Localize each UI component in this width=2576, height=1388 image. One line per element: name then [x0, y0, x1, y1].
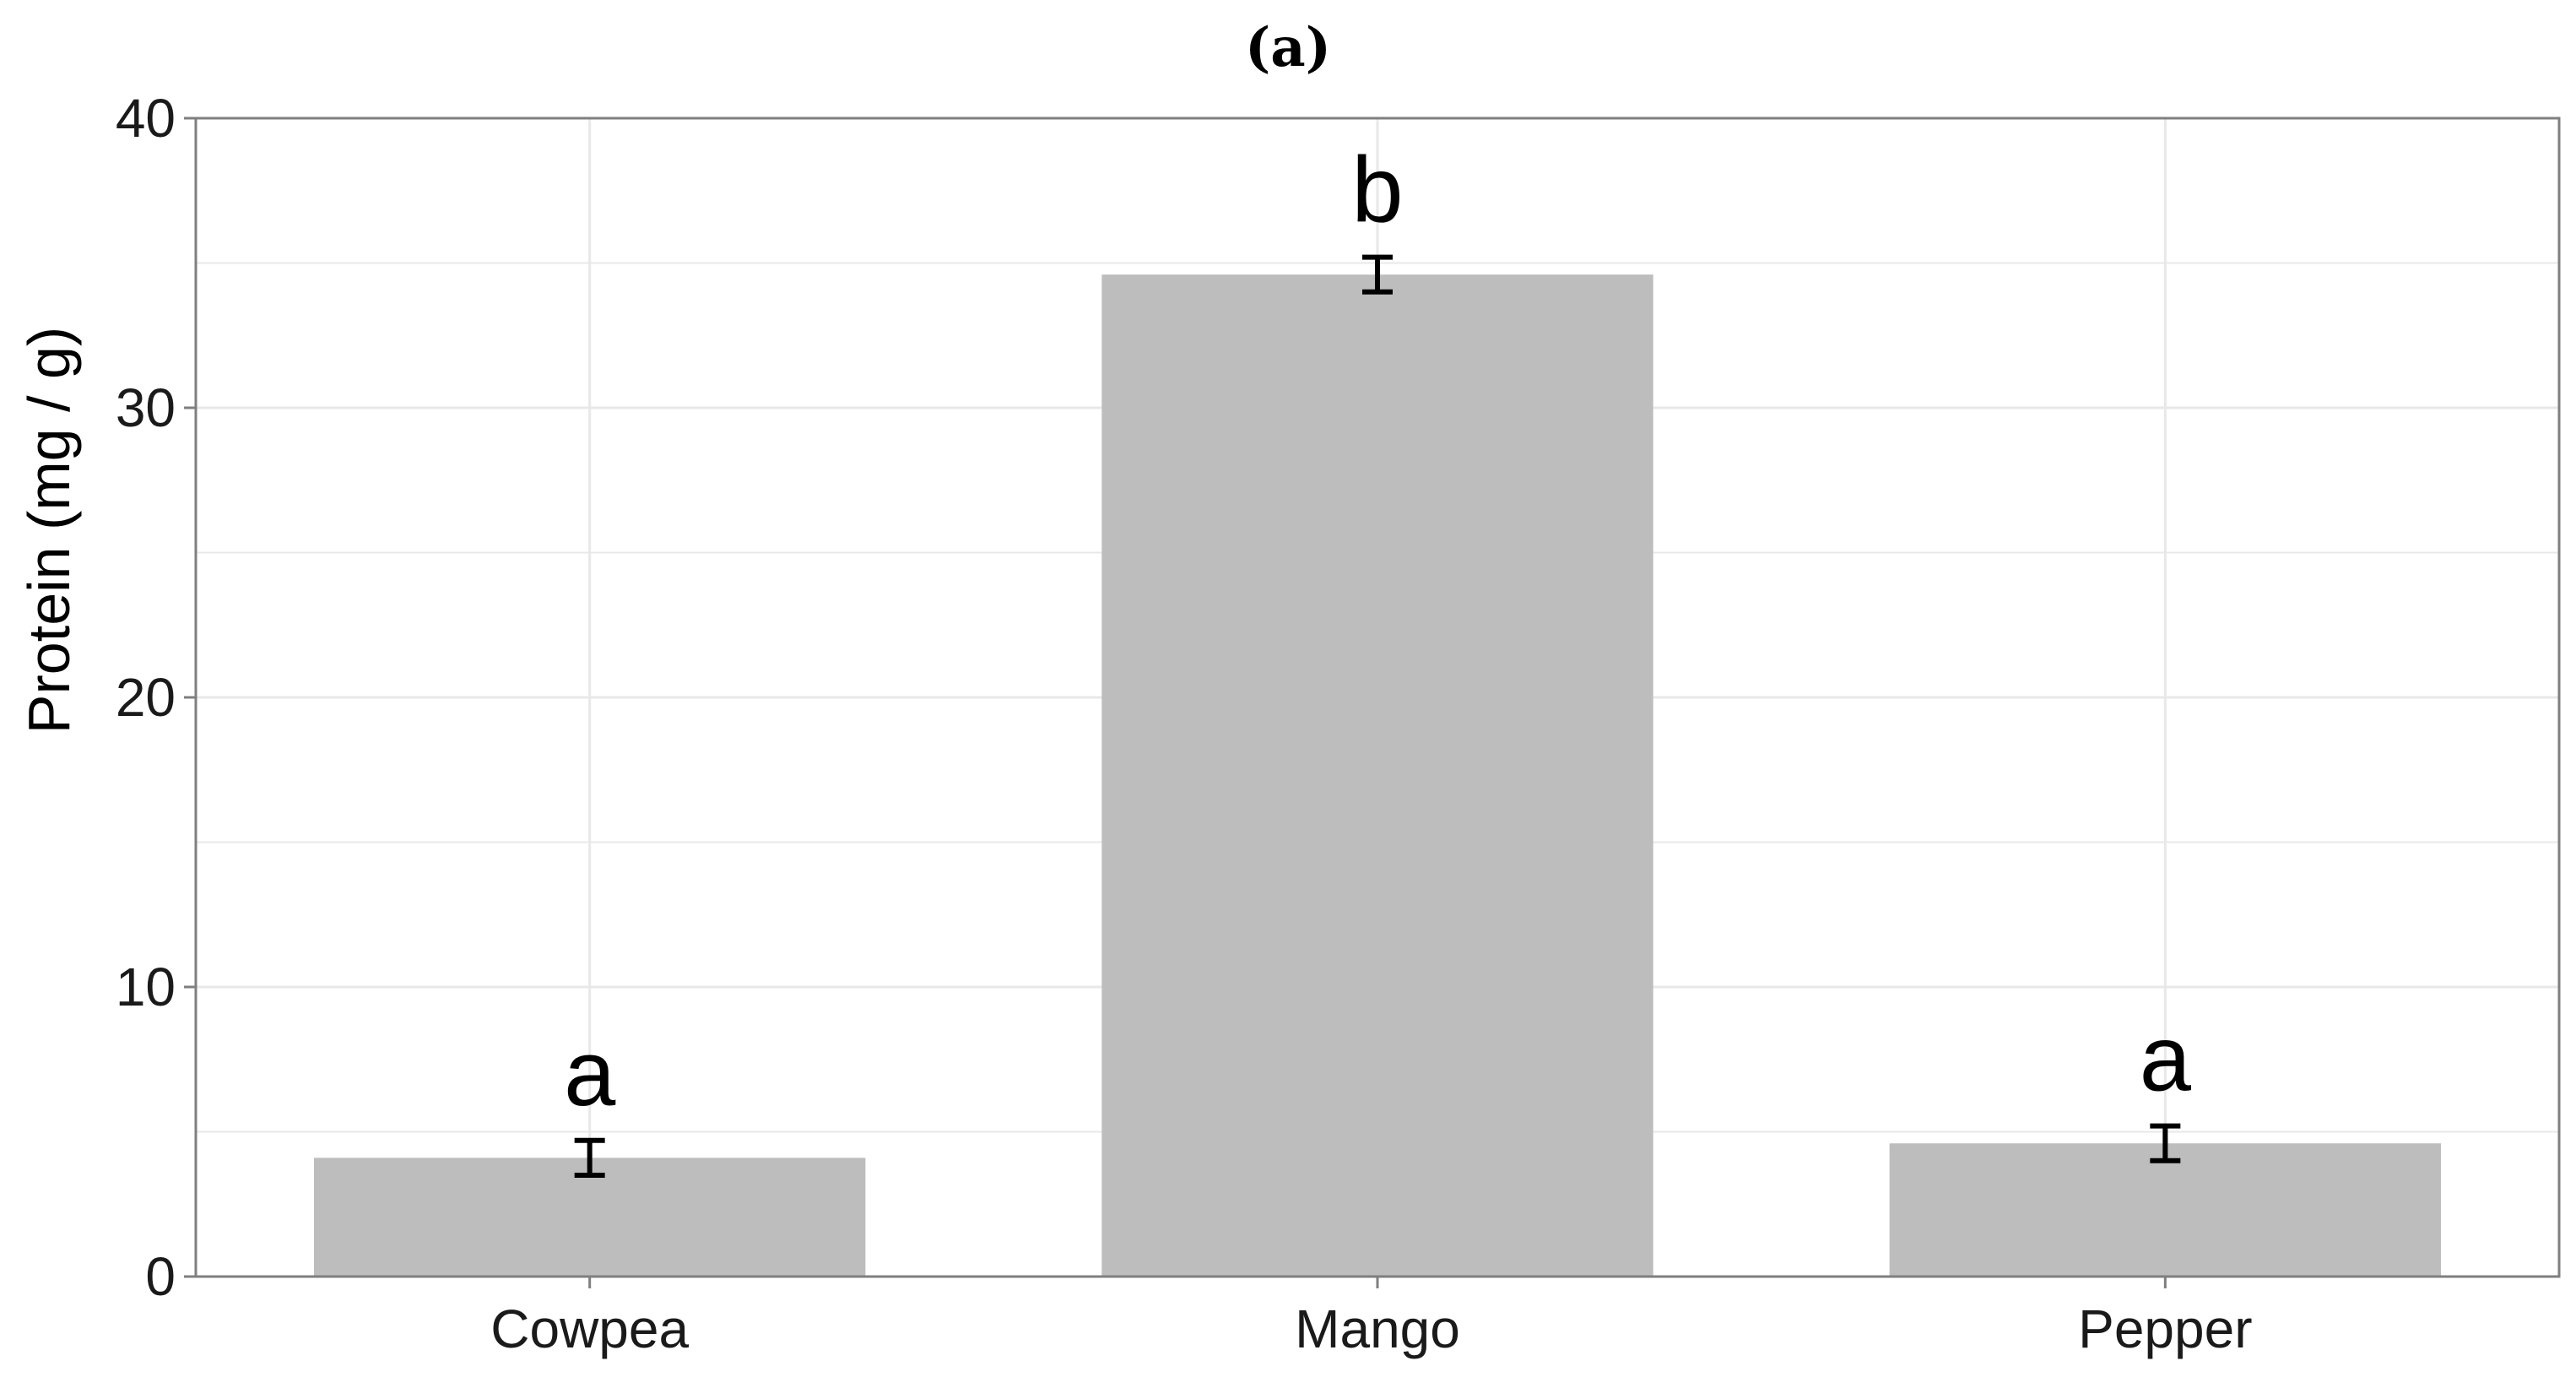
y-tick-label: 30	[116, 377, 176, 438]
bars	[314, 274, 2441, 1277]
y-axis-ticks: 0 10 20 30 40	[116, 88, 196, 1307]
significance-letter: b	[1351, 138, 1403, 242]
x-tick-label: Mango	[1295, 1299, 1460, 1359]
significance-letter: a	[564, 1022, 616, 1125]
significance-letter: a	[2140, 1007, 2192, 1111]
y-tick-label: 20	[116, 667, 176, 728]
y-axis-title: Protein (mg / g)	[16, 327, 82, 734]
bar-mango	[1101, 274, 1653, 1277]
y-tick-label: 40	[116, 88, 176, 149]
error-bars	[574, 254, 2181, 1178]
y-tick-label: 10	[116, 957, 176, 1017]
panel-label: (a)	[1245, 16, 1331, 79]
y-tick-label: 0	[145, 1246, 176, 1307]
significance-letters: a b a	[564, 138, 2192, 1125]
x-axis-ticks: Cowpea Mango Pepper	[490, 1277, 2253, 1359]
x-tick-label: Cowpea	[490, 1299, 689, 1359]
bar-pepper	[1889, 1143, 2441, 1277]
x-tick-label: Pepper	[2078, 1299, 2252, 1359]
